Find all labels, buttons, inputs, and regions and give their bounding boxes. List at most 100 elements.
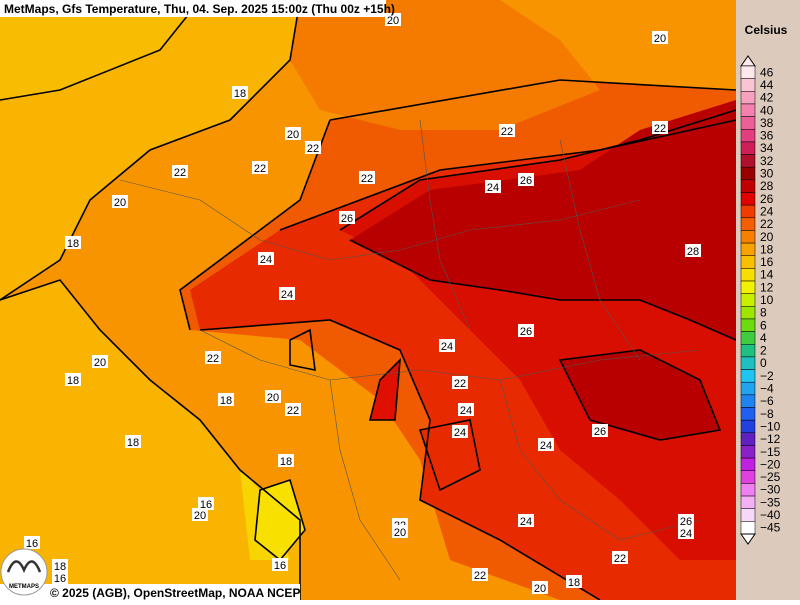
scale-label: 46 — [760, 65, 774, 79]
scale-swatch — [740, 318, 756, 332]
contour-label: 20 — [654, 33, 666, 45]
contour-label: 16 — [26, 538, 38, 550]
logo-icon — [6, 560, 42, 574]
contour-label: 26 — [341, 213, 353, 225]
contour-label-box — [205, 351, 221, 364]
scale-label: 36 — [760, 129, 774, 143]
contour-label: 24 — [454, 427, 466, 439]
scale-swatch — [740, 255, 756, 269]
contour-label-box — [305, 141, 321, 154]
scale-label: −15 — [760, 445, 781, 459]
contour-label: 18 — [67, 375, 79, 387]
scale-label: 4 — [760, 331, 767, 345]
contour-label: 20 — [387, 15, 399, 27]
contour-label-box — [65, 236, 81, 249]
contour-label-box — [532, 581, 548, 594]
scale-label: 2 — [760, 344, 767, 358]
contour-label: 24 — [441, 341, 453, 353]
scale-swatch — [740, 483, 756, 497]
scale-swatch — [740, 369, 756, 383]
scale-swatch — [740, 204, 756, 219]
contour-label: 18 — [67, 238, 79, 250]
contour-label: 26 — [680, 516, 692, 528]
contour-label-box — [252, 161, 268, 174]
contour-label-box — [458, 403, 474, 416]
scale-label: 44 — [760, 78, 774, 92]
contour-label-box — [112, 195, 128, 208]
title-background — [0, 0, 386, 17]
scale-swatch — [740, 470, 756, 484]
contour-label: 20 — [114, 197, 126, 209]
legend-title: Celsius — [745, 23, 788, 37]
scale-swatch — [740, 356, 756, 370]
contour-label: 18 — [220, 395, 232, 407]
contour-label: 20 — [287, 129, 299, 141]
scale-swatch — [740, 116, 756, 130]
color-scale: 4644424038363432302826242220181614121086… — [740, 55, 781, 545]
scale-label: −30 — [760, 483, 781, 497]
contour-label: 16 — [274, 560, 286, 572]
contour-label: 24 — [281, 289, 293, 301]
scale-swatch — [740, 394, 756, 408]
contour-label-box — [65, 373, 81, 386]
contour-label: 22 — [454, 378, 466, 390]
borders — [119, 119, 701, 581]
contour-label: 24 — [460, 405, 472, 417]
contour-label: 20 — [194, 510, 206, 522]
scale-label: 20 — [760, 230, 774, 244]
contour-label: 18 — [280, 456, 292, 468]
scale-swatch — [740, 521, 756, 535]
scale-swatch — [740, 242, 756, 256]
scale-label: 28 — [760, 179, 774, 193]
scale-swatch — [740, 268, 756, 282]
contour-label-box — [678, 514, 694, 527]
scale-label: −10 — [760, 419, 781, 433]
logo-text: METMAPS — [9, 584, 39, 590]
scale-label: 18 — [760, 242, 774, 256]
contour-label: 16 — [54, 573, 66, 585]
scale-label: −35 — [760, 495, 781, 509]
scale-label: 16 — [760, 255, 774, 269]
scale-label: 8 — [760, 306, 767, 320]
contour-label: 22 — [287, 405, 299, 417]
contour-label-box — [678, 526, 694, 539]
scale-swatch — [740, 407, 756, 421]
contour-label: 18 — [234, 88, 246, 100]
map-title: MetMaps, Gfs Temperature, Thu, 04. Sep. … — [4, 2, 395, 16]
scale-swatch — [740, 457, 756, 472]
contour-label-box — [272, 558, 288, 571]
scale-swatch — [740, 432, 756, 446]
contour-label-box — [452, 376, 468, 389]
contour-label-box — [385, 13, 401, 26]
scale-label: −12 — [760, 432, 781, 446]
scale-swatch — [740, 65, 756, 79]
scale-swatch — [740, 508, 756, 522]
scale-swatch — [740, 192, 756, 206]
scale-label: 38 — [760, 116, 774, 130]
scale-swatch — [740, 306, 756, 320]
scale-label: 22 — [760, 217, 774, 231]
contour-label-box — [538, 438, 554, 451]
contour-label: 18 — [127, 437, 139, 449]
contour-label: 22 — [174, 167, 186, 179]
scale-label: 40 — [760, 103, 774, 117]
contour-label: 24 — [260, 254, 272, 266]
scale-label: 42 — [760, 91, 774, 105]
contour-label-box — [612, 551, 628, 564]
scale-swatch — [740, 344, 756, 358]
scale-swatch — [740, 103, 756, 117]
scale-swatch — [740, 154, 756, 168]
scale-swatch — [740, 217, 756, 231]
contour-label: 20 — [267, 392, 279, 404]
scale-label: 12 — [760, 280, 774, 294]
scale-swatch — [740, 331, 756, 345]
scale-arrow-bottom — [740, 533, 756, 545]
contour-label: 28 — [687, 246, 699, 258]
contour-label-box — [198, 497, 214, 510]
contour-label: 26 — [520, 175, 532, 187]
contour-label-box — [685, 244, 701, 257]
contour-label: 24 — [487, 182, 499, 194]
contour-label: 24 — [680, 528, 692, 540]
